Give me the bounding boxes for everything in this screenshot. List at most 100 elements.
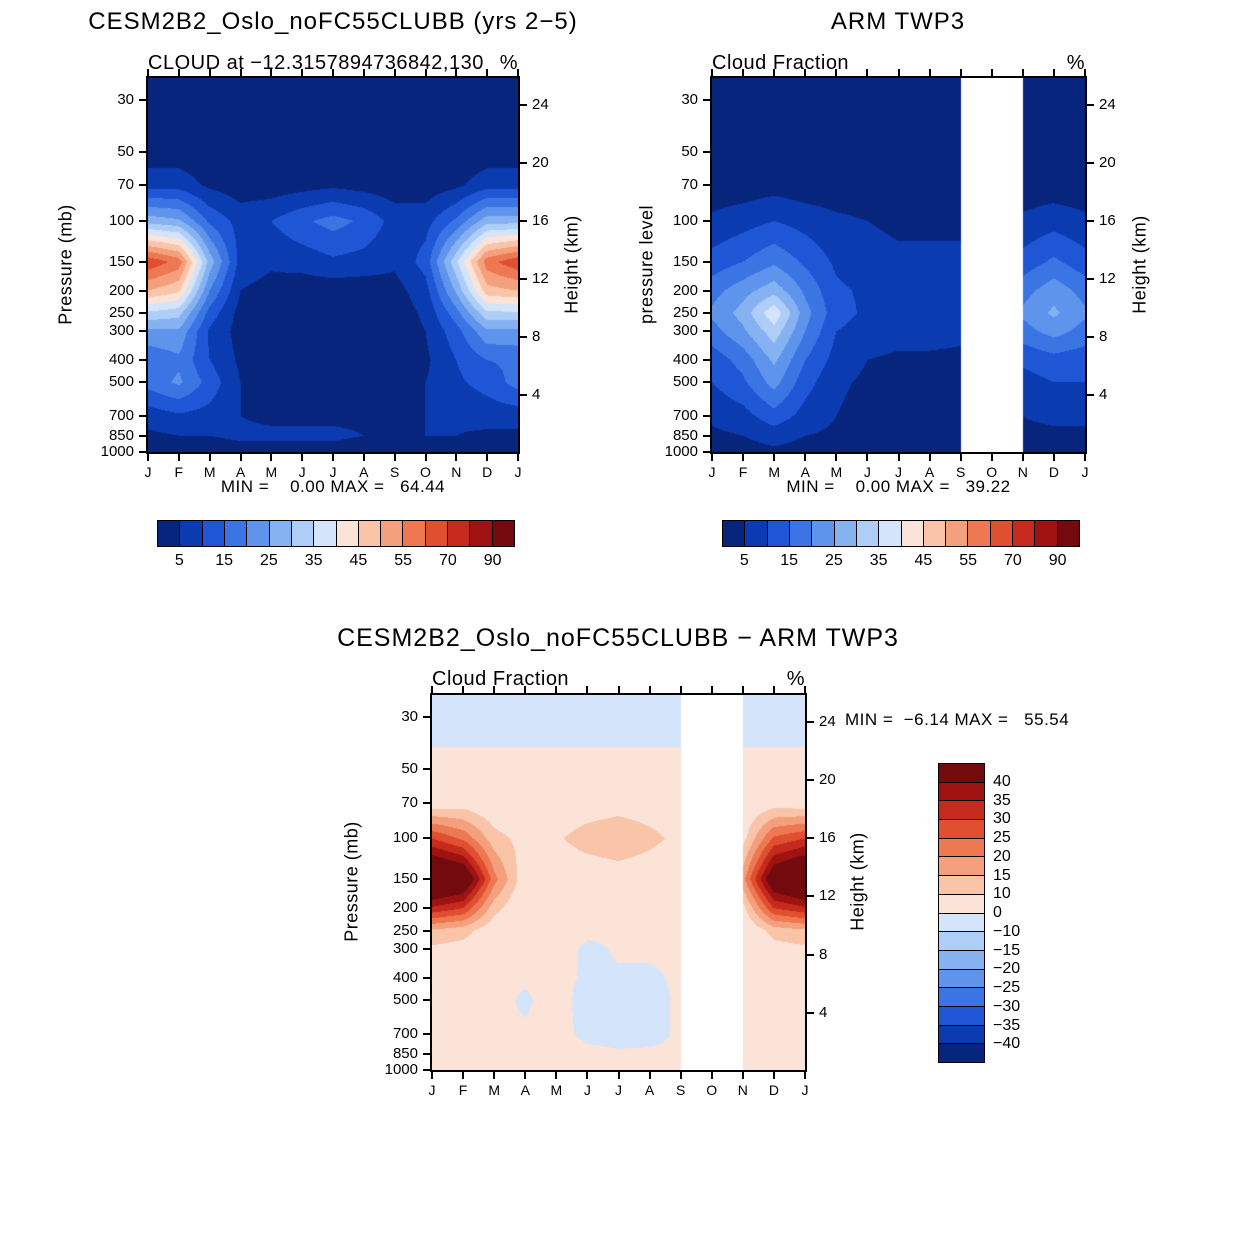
- pressure-tick: [139, 289, 146, 292]
- month-tick-bottom: [147, 454, 149, 461]
- pressure-tick: [703, 260, 710, 263]
- height-tick-label: 4: [819, 1004, 828, 1021]
- month-tick-bottom: [990, 454, 993, 461]
- colorbar-segment: [939, 988, 984, 1007]
- height-tick: [807, 778, 814, 781]
- height-tick-label: 4: [1099, 386, 1108, 404]
- height-tick: [1087, 394, 1094, 397]
- panel3-yaxis-left-label: Pressure (mb): [341, 821, 362, 942]
- panel1-minmax-text: MIN = 0.00 MAX = 64.44: [220, 477, 446, 496]
- month-label: N: [1017, 464, 1028, 480]
- month-tick-top: [648, 686, 651, 693]
- month-tick-bottom: [804, 454, 807, 461]
- pressure-tick: [139, 184, 146, 187]
- month-tick-top: [486, 69, 489, 76]
- colorbar-segment: [1035, 521, 1058, 546]
- month-label: J: [895, 464, 902, 480]
- month-label: N: [737, 1082, 748, 1098]
- colorbar-segment: [381, 521, 404, 546]
- panel2-unit-label: %: [1066, 52, 1085, 74]
- colorbar-label: 5: [739, 552, 749, 569]
- month-label: O: [986, 464, 998, 480]
- colorbar-model: [157, 520, 515, 547]
- pressure-tick: [139, 220, 146, 223]
- pressure-tick-label: 250: [392, 921, 418, 939]
- pressure-tick-label: 300: [392, 939, 418, 957]
- pressure-tick-label: 30: [117, 91, 134, 109]
- pressure-tick-label: 400: [392, 968, 418, 986]
- month-tick-top: [239, 69, 242, 76]
- pressure-tick: [423, 716, 430, 719]
- colorbar-label: 55: [394, 552, 413, 569]
- colorbar-segment: [269, 521, 292, 546]
- colorbar-segment: [939, 782, 984, 802]
- colorbar-segment: [291, 521, 315, 546]
- month-tick-top: [208, 69, 211, 76]
- month-tick-bottom: [773, 454, 776, 461]
- colorbar-segment: [946, 521, 969, 546]
- pressure-tick-label: 200: [672, 281, 698, 299]
- month-label: M: [550, 1082, 563, 1098]
- month-tick-bottom: [1084, 454, 1086, 461]
- colorbar-label: 40: [993, 772, 1011, 790]
- colorbar-segment: [939, 969, 984, 989]
- month-tick-bottom: [679, 1072, 682, 1079]
- height-tick-label: 12: [1099, 269, 1116, 287]
- month-tick-bottom: [362, 454, 365, 461]
- pressure-tick: [423, 976, 430, 979]
- colorbar-segment: [939, 876, 984, 895]
- height-tick-label: 8: [819, 945, 828, 963]
- colorbar-segment: [939, 820, 984, 839]
- month-label: J: [583, 1082, 591, 1098]
- pressure-tick-label: 100: [672, 212, 698, 230]
- colorbar-label: 15: [780, 552, 799, 569]
- colorbar-label: 70: [438, 552, 457, 569]
- month-tick-bottom: [897, 454, 900, 461]
- colorbar-segment: [358, 521, 382, 546]
- colorbar-label: 5: [174, 552, 184, 569]
- pressure-tick: [139, 260, 146, 263]
- month-tick-bottom: [270, 454, 273, 461]
- colorbar-segment: [939, 1044, 984, 1062]
- colorbar-segment: [968, 521, 991, 546]
- month-tick-top: [804, 69, 807, 76]
- height-tick: [520, 277, 527, 280]
- month-label: A: [644, 1082, 655, 1098]
- month-tick-top: [1084, 69, 1086, 76]
- pressure-tick-label: 300: [672, 322, 698, 340]
- height-tick-label: 8: [1099, 328, 1108, 346]
- pressure-tick-label: 150: [672, 252, 698, 270]
- height-tick: [520, 219, 527, 222]
- month-label: M: [488, 1082, 500, 1098]
- pressure-tick: [423, 907, 430, 910]
- colorbar-diff: [938, 763, 985, 1063]
- pressure-tick-label: 70: [681, 176, 698, 194]
- month-label: D: [1048, 464, 1059, 480]
- height-tick-label: 20: [532, 153, 549, 171]
- panel3-minmax-text: MIN = −6.14 MAX = 55.54: [845, 710, 1070, 729]
- month-label: F: [458, 1082, 468, 1098]
- colorbar-segment: [403, 521, 426, 546]
- height-tick-label: 16: [819, 829, 836, 847]
- plot-frame-model: [146, 76, 520, 454]
- pressure-tick: [703, 99, 710, 102]
- pressure-tick-label: 850: [108, 426, 134, 444]
- pressure-tick-label: 150: [108, 252, 134, 270]
- colorbar-segment: [939, 801, 984, 821]
- colorbar-label: 35: [993, 791, 1011, 809]
- month-tick-top: [393, 69, 396, 76]
- panel2-yaxis-right-label: Height (km): [1129, 215, 1150, 314]
- month-tick-top: [301, 69, 304, 76]
- height-tick-label: 16: [1099, 211, 1116, 229]
- pressure-tick: [423, 1033, 430, 1036]
- month-tick-bottom: [711, 454, 713, 461]
- colorbar-label: 45: [914, 552, 933, 569]
- colorbar-label: 90: [483, 552, 502, 569]
- month-label: F: [738, 464, 748, 480]
- month-tick-bottom: [772, 1072, 775, 1079]
- pressure-tick-label: 50: [117, 142, 134, 160]
- pressure-tick-label: 100: [392, 829, 418, 847]
- height-tick: [520, 161, 527, 164]
- month-tick-top: [866, 69, 869, 76]
- colorbar-label: 35: [869, 552, 888, 569]
